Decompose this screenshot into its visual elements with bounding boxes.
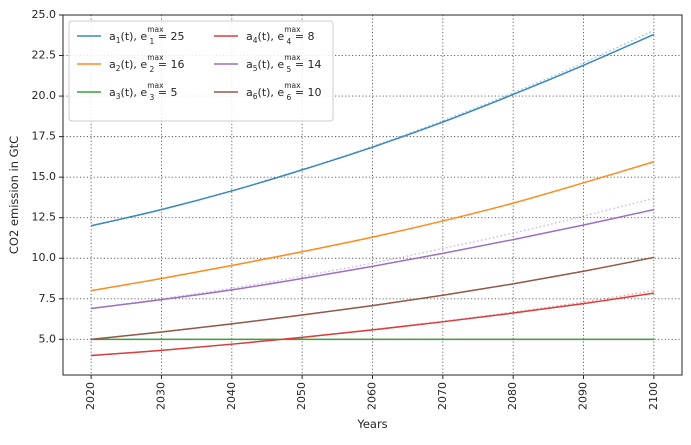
legend: a1(t), emax 1 = 25 a2(t), emax 2 = 16 a3(t),…: [68, 20, 334, 122]
solid-series-layer: [90, 33, 655, 357]
x-tick-label: 2030: [154, 382, 167, 410]
x-tick-label: 2020: [84, 382, 97, 410]
y-tick-label: 22.5: [32, 49, 57, 62]
x-axis-label: Years: [356, 417, 387, 431]
series-line-1: [90, 33, 655, 227]
legend-entry-5: a5(t), emax 5 = 14: [246, 53, 322, 74]
y-axis: 5.0 7.5 10.0 12.5 15.0 17.5 20.0 22.5 25.0: [32, 8, 63, 345]
y-tick-label: 15.0: [32, 170, 57, 183]
x-tick-label: 2100: [647, 382, 660, 410]
y-tick-label: 25.0: [32, 8, 57, 21]
x-tick-label: 2060: [366, 382, 379, 410]
series-line-6: [91, 256, 655, 341]
y-tick-label: 7.5: [39, 292, 57, 305]
x-tick-label: 2050: [295, 382, 308, 410]
series-dotted-line-1: [90, 29, 655, 227]
legend-entry-3: a3(t), emax 3 = 5: [109, 81, 178, 102]
x-tick-label: 2070: [436, 382, 449, 410]
series-dotted-line-5: [91, 197, 655, 310]
y-tick-label: 20.0: [32, 89, 57, 102]
series-line-2: [91, 161, 655, 292]
legend-entry-6: a6(t), emax 6 = 10: [246, 81, 322, 102]
y-tick-label: 5.0: [39, 332, 57, 345]
legend-entry-2: a2(t), emax 2 = 16: [109, 53, 185, 74]
x-tick-label: 2080: [506, 382, 519, 410]
x-tick-label: 2040: [225, 382, 238, 410]
x-tick-label: 2090: [577, 382, 590, 410]
legend-entry-4: a4(t), emax 4 = 8: [246, 25, 315, 46]
legend-box: [68, 20, 334, 122]
x-axis: 2020 2030 2040 2050 2060 2070 2080 2090 2100: [84, 375, 660, 410]
y-tick-label: 10.0: [32, 251, 57, 264]
legend-entry-1: a1(t), emax 1 = 25: [109, 25, 185, 46]
y-axis-label: CO2 emission in GtC: [7, 136, 21, 254]
y-tick-label: 12.5: [32, 211, 57, 224]
y-tick-label: 17.5: [32, 130, 57, 143]
series-line-5: [91, 208, 655, 310]
series-line-4: [91, 292, 654, 357]
